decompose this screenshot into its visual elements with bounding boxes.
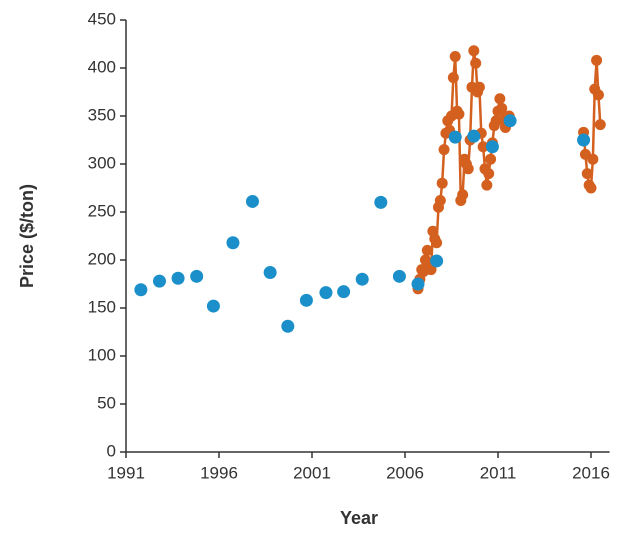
x-tick-label: 2006 bbox=[386, 463, 424, 482]
point bbox=[467, 129, 481, 143]
point bbox=[496, 102, 508, 114]
point bbox=[392, 269, 406, 283]
point bbox=[299, 293, 313, 307]
point bbox=[585, 182, 597, 194]
point bbox=[494, 93, 506, 105]
x-tick-label: 2011 bbox=[480, 463, 517, 482]
point bbox=[453, 108, 465, 120]
point bbox=[587, 153, 599, 165]
x-axis-label: Year bbox=[340, 508, 378, 528]
point bbox=[592, 89, 604, 101]
point bbox=[434, 194, 446, 206]
point bbox=[485, 153, 497, 165]
point bbox=[468, 45, 480, 57]
y-tick-label: 250 bbox=[88, 201, 116, 220]
point bbox=[594, 119, 606, 131]
point bbox=[481, 179, 493, 191]
y-tick-label: 150 bbox=[88, 297, 116, 316]
point bbox=[337, 285, 351, 299]
point bbox=[281, 319, 295, 333]
x-tick-label: 2016 bbox=[572, 463, 610, 482]
point bbox=[263, 265, 277, 279]
point bbox=[411, 277, 425, 291]
point bbox=[245, 194, 259, 208]
point bbox=[473, 81, 485, 93]
y-tick-label: 450 bbox=[88, 9, 116, 28]
point bbox=[171, 271, 185, 285]
point bbox=[355, 272, 369, 286]
y-tick-label: 200 bbox=[88, 249, 116, 268]
point bbox=[431, 237, 443, 249]
point bbox=[448, 130, 462, 144]
point bbox=[436, 177, 448, 189]
point bbox=[503, 114, 517, 128]
point bbox=[485, 140, 499, 154]
y-tick-label: 100 bbox=[88, 345, 116, 364]
point bbox=[206, 299, 220, 313]
point bbox=[152, 274, 166, 288]
point bbox=[457, 189, 469, 201]
point bbox=[134, 283, 148, 297]
point bbox=[421, 244, 433, 256]
x-tick-label: 2001 bbox=[293, 463, 331, 482]
x-tick-label: 1996 bbox=[200, 463, 238, 482]
point bbox=[477, 141, 489, 153]
point bbox=[447, 72, 459, 84]
point bbox=[577, 133, 591, 147]
y-tick-label: 50 bbox=[97, 393, 116, 412]
point bbox=[438, 144, 450, 156]
point bbox=[581, 168, 593, 180]
y-tick-label: 300 bbox=[88, 153, 116, 172]
point bbox=[591, 54, 603, 66]
point bbox=[374, 195, 388, 209]
y-tick-label: 400 bbox=[88, 57, 116, 76]
point bbox=[226, 236, 240, 250]
point bbox=[425, 264, 437, 276]
point bbox=[470, 57, 482, 69]
y-tick-label: 350 bbox=[88, 105, 116, 124]
point bbox=[319, 286, 333, 300]
y-axis-label: Price ($/ton) bbox=[17, 184, 37, 288]
point bbox=[462, 163, 474, 175]
y-tick-label: 0 bbox=[107, 441, 116, 460]
point bbox=[190, 269, 204, 283]
point bbox=[430, 254, 444, 268]
x-tick-label: 1991 bbox=[107, 463, 145, 482]
point bbox=[449, 50, 461, 62]
series-line bbox=[416, 50, 602, 290]
point bbox=[483, 168, 495, 180]
